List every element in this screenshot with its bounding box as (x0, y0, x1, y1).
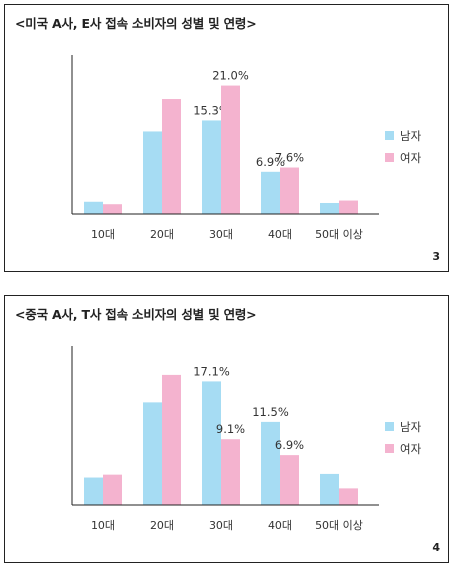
bar-male (261, 171, 280, 214)
x-tick-label: 30대 (209, 228, 233, 241)
data-label: 21.0% (212, 69, 249, 83)
bar-female (162, 99, 181, 214)
x-tick-label: 50대 이상 (315, 519, 363, 532)
bar-female (339, 488, 358, 505)
chart-title: <중국 A사, T사 접속 소비자의 성별 및 연령> (15, 307, 257, 322)
legend-label: 여자 (400, 442, 422, 456)
data-label: 9.1% (216, 422, 245, 436)
bar-female (103, 474, 122, 505)
data-label: 15.3% (193, 103, 230, 117)
x-tick-label: 30대 (209, 519, 233, 532)
legend-swatch-female (385, 153, 394, 162)
x-tick-label: 20대 (150, 519, 174, 532)
bar-female (221, 439, 240, 505)
legend-swatch-male (385, 131, 394, 140)
bar-female (103, 204, 122, 214)
x-tick-label: 10대 (91, 519, 115, 532)
legend-label: 여자 (400, 151, 422, 165)
chart-panel-cn: <중국 A사, T사 접속 소비자의 성별 및 연령> 10대 20대 17.1% 9… (4, 295, 449, 563)
legend-swatch-female (385, 444, 394, 453)
bar-male (320, 473, 339, 505)
bar-male (143, 131, 162, 214)
x-tick-label: 10대 (91, 228, 115, 241)
legend-label: 남자 (400, 129, 422, 143)
bar-male (202, 381, 221, 505)
bar-male (320, 202, 339, 214)
bar-female (221, 85, 240, 214)
page-number: 3 (432, 250, 440, 263)
chart-panel-us: <미국 A사, E사 접속 소비자의 성별 및 연령> 10대 20대 15.3% 2… (4, 4, 449, 272)
data-label: 17.1% (193, 364, 230, 378)
bar-male (202, 120, 221, 214)
legend-swatch-male (385, 422, 394, 431)
bar-female (162, 374, 181, 505)
chart-title: <미국 A사, E사 접속 소비자의 성별 및 연령> (15, 16, 257, 31)
bar-female (280, 167, 299, 214)
data-label: 7.6% (275, 151, 304, 165)
data-label: 6.9% (256, 155, 285, 169)
data-label: 6.9% (275, 438, 304, 452)
x-tick-label: 50대 이상 (315, 228, 363, 241)
x-tick-label: 40대 (268, 519, 292, 532)
legend-label: 남자 (400, 420, 422, 434)
data-label: 11.5% (252, 405, 289, 419)
bar-male (261, 421, 280, 505)
page-number: 4 (432, 541, 440, 554)
bar-female (339, 200, 358, 214)
bar-female (280, 455, 299, 505)
bar-male (84, 477, 103, 505)
bar-male (84, 201, 103, 214)
bar-male (143, 402, 162, 505)
x-tick-label: 20대 (150, 228, 174, 241)
x-tick-label: 40대 (268, 228, 292, 241)
